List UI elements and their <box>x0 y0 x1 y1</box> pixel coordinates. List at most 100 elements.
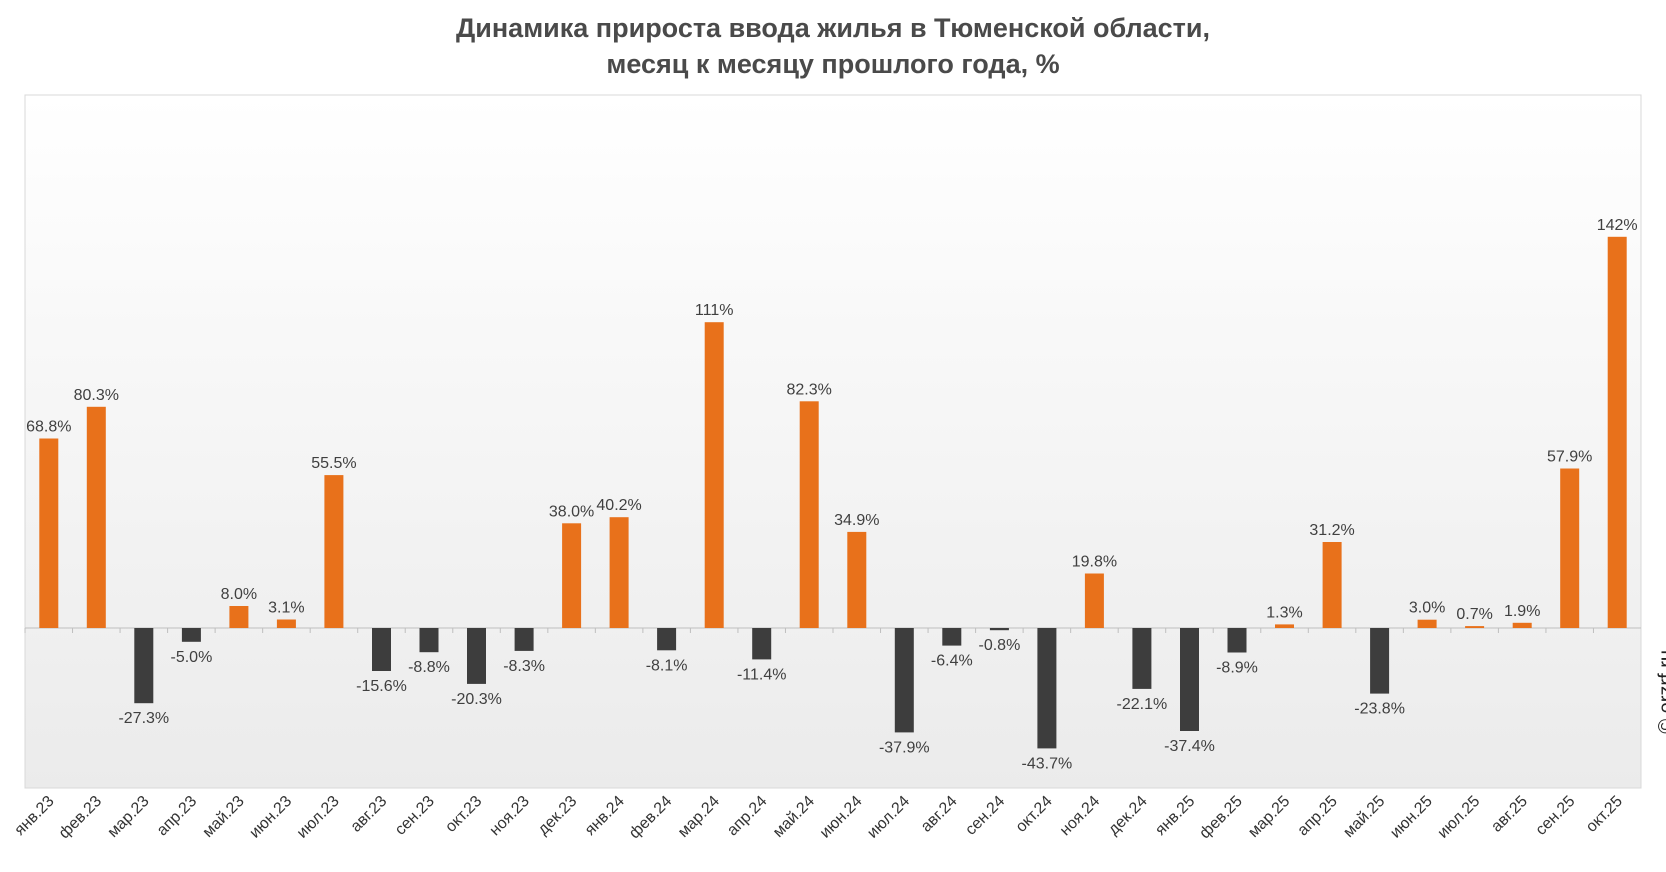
data-label: 0.7% <box>1456 606 1492 623</box>
chart-title-line2: месяц к месяцу прошлого года, % <box>606 49 1060 79</box>
category-tick-label: май.24 <box>770 793 818 841</box>
bar <box>229 606 249 628</box>
bar <box>276 619 296 628</box>
bar <box>39 438 59 628</box>
data-label: 40.2% <box>596 497 641 514</box>
category-tick-label: сен.25 <box>1533 793 1579 839</box>
category-tick-label: июл.24 <box>864 793 913 842</box>
data-label: 19.8% <box>1072 554 1117 571</box>
data-label: 82.3% <box>787 381 832 398</box>
data-label: -8.8% <box>408 659 450 676</box>
data-label: -0.8% <box>979 637 1021 654</box>
category-tick-label: дек.24 <box>1105 793 1151 839</box>
data-label: -22.1% <box>1117 696 1168 713</box>
bar <box>1132 628 1152 689</box>
bar <box>1560 468 1580 628</box>
data-label: -20.3% <box>451 691 502 708</box>
bar <box>181 628 201 642</box>
data-label: 142% <box>1597 217 1638 234</box>
credit-text: © erzrf.ru <box>1656 650 1666 734</box>
category-tick-label: фев.24 <box>626 793 675 842</box>
category-tick-label: ноя.24 <box>1057 793 1103 839</box>
bar <box>799 401 819 628</box>
category-tick-label: окт.25 <box>1583 793 1626 836</box>
category-tick-label: ноя.23 <box>487 793 533 839</box>
bar <box>1370 628 1390 694</box>
category-tick-label: авг.24 <box>918 793 961 836</box>
data-label: 111% <box>695 302 734 319</box>
data-label: 1.3% <box>1266 604 1302 621</box>
category-tick-label: июн.24 <box>817 793 866 842</box>
data-label: -5.0% <box>171 649 213 666</box>
category-tick-label: янв.23 <box>11 793 57 839</box>
bar <box>1227 628 1247 653</box>
bar <box>1275 624 1294 628</box>
bar <box>989 628 1009 631</box>
category-tick-label: сен.24 <box>962 793 1008 839</box>
category-tick-label: июл.23 <box>294 793 343 842</box>
bar <box>847 531 867 628</box>
category-tick-label: июл.25 <box>1435 793 1484 842</box>
data-label: 57.9% <box>1547 449 1592 466</box>
data-label: 38.0% <box>549 503 594 520</box>
bar <box>1084 573 1104 628</box>
category-tick-label: мар.24 <box>675 793 723 841</box>
data-label: 3.0% <box>1409 600 1445 617</box>
data-label: 55.5% <box>311 455 356 472</box>
data-label: 68.8% <box>26 419 71 436</box>
data-label: -6.4% <box>931 653 973 670</box>
data-label: -37.4% <box>1164 738 1215 755</box>
bar <box>894 628 914 733</box>
bar <box>942 628 962 646</box>
category-tick-label: фев.25 <box>1196 793 1245 842</box>
chart-title: Динамика прироста ввода жилья в Тюменско… <box>0 10 1666 82</box>
category-tick-label: май.23 <box>200 793 248 841</box>
chart-title-line1: Динамика прироста ввода жилья в Тюменско… <box>456 13 1210 43</box>
bar <box>562 523 582 628</box>
bar <box>1180 628 1199 731</box>
data-label: 80.3% <box>74 387 119 404</box>
data-label: -8.1% <box>646 657 688 674</box>
data-label: -43.7% <box>1022 755 1073 772</box>
data-label: 8.0% <box>221 586 257 603</box>
bar <box>134 628 154 704</box>
category-tick-label: май.25 <box>1340 793 1388 841</box>
category-tick-label: авг.25 <box>1488 793 1531 836</box>
bar <box>419 628 439 653</box>
bar <box>752 628 772 660</box>
category-tick-label: окт.24 <box>1013 793 1056 836</box>
bar <box>467 628 486 684</box>
category-tick-label: дек.23 <box>535 793 581 839</box>
bar <box>1037 628 1057 749</box>
bar <box>609 517 629 628</box>
category-tick-label: сен.23 <box>392 793 438 839</box>
category-tick-label: мар.25 <box>1245 793 1293 841</box>
data-label: -23.8% <box>1354 701 1405 718</box>
data-label: -27.3% <box>118 710 169 727</box>
category-tick-label: июн.25 <box>1387 793 1436 842</box>
category-tick-label: апр.24 <box>724 793 771 840</box>
data-label: 31.2% <box>1309 522 1354 539</box>
bar <box>1417 619 1437 628</box>
category-tick-label: апр.25 <box>1294 793 1341 840</box>
category-tick-label: фев.23 <box>56 793 105 842</box>
data-label: 3.1% <box>268 600 304 617</box>
category-tick-label: апр.23 <box>154 793 201 840</box>
category-tick-label: янв.25 <box>1152 793 1198 839</box>
bar <box>1322 542 1342 628</box>
data-label: 1.9% <box>1504 603 1540 620</box>
bar <box>324 475 344 628</box>
category-tick-label: июн.23 <box>246 793 295 842</box>
category-tick-label: янв.24 <box>582 793 628 839</box>
bar <box>86 406 106 628</box>
category-tick-label: авг.23 <box>348 793 391 836</box>
data-label: -15.6% <box>356 678 407 695</box>
bar <box>1607 236 1627 629</box>
bar <box>1465 626 1485 628</box>
plot-area <box>24 94 1642 789</box>
category-tick-label: окт.23 <box>442 793 485 836</box>
bar <box>1512 622 1532 628</box>
data-label: -8.3% <box>503 658 545 675</box>
bar <box>657 628 677 651</box>
